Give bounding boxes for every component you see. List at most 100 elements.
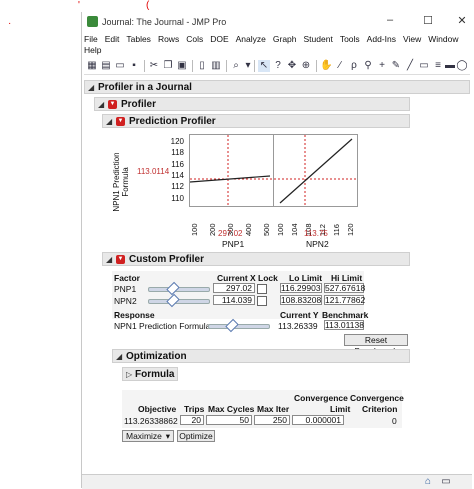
hi-limit-header: Hi Limit: [331, 273, 363, 283]
chevron-down-icon: ▾: [165, 431, 170, 441]
custom-profiler-header[interactable]: ◢ ▼ Custom Profiler: [102, 252, 410, 266]
grabber-tool-icon[interactable]: ✋: [320, 60, 333, 71]
help-tool-icon[interactable]: ?: [275, 60, 281, 71]
npn2-profile-svg: [274, 135, 357, 206]
convergence-limit-header-line2: Limit: [330, 404, 351, 414]
pnp1-current-x-field[interactable]: 297.02: [213, 283, 255, 293]
line-tool-icon[interactable]: ╱: [406, 60, 414, 71]
disclosure-icon[interactable]: ◢: [116, 352, 123, 361]
menu-tables[interactable]: Tables: [126, 34, 151, 44]
optimization-header[interactable]: ◢ Optimization: [112, 349, 410, 363]
journal-icon[interactable]: ▯: [199, 60, 205, 71]
menu-cols[interactable]: Cols: [186, 34, 204, 44]
new-script-icon[interactable]: ▤: [101, 60, 111, 71]
convergence-limit-field[interactable]: 0.000001: [292, 415, 344, 425]
profiler-outline-header[interactable]: ◢ ▼ Profiler: [94, 97, 410, 111]
menu-view[interactable]: View: [402, 34, 422, 44]
text-tool-icon[interactable]: ≡: [435, 60, 441, 71]
prediction-profiler-header[interactable]: ◢ ▼ Prediction Profiler: [102, 114, 410, 128]
selection-tool-icon[interactable]: ✥: [287, 60, 297, 71]
polygon-tool-icon[interactable]: ▭: [419, 60, 429, 71]
pnp1-hi-limit-field[interactable]: 527.67618: [324, 283, 366, 293]
pnp1-lo-limit-field[interactable]: 116.29903: [280, 283, 322, 293]
response-benchmark-field[interactable]: 113.01138: [324, 320, 364, 330]
rectangle-tool-icon[interactable]: ▬: [445, 60, 455, 71]
y-tick-label: 114: [171, 171, 184, 180]
toolbar: ▦ ▤ ▭ ▪ ✂ ❐ ▣ ▯ ▥ ⌕ ▾ ↖ ? ✥ ⊕ ✋ ∕ ρ ⚲ + …: [84, 58, 470, 75]
open-icon[interactable]: ▭: [115, 60, 125, 71]
maximize-button[interactable]: ☐: [423, 15, 433, 27]
minimize-button[interactable]: –: [386, 14, 394, 26]
cut-icon[interactable]: ✂: [149, 60, 159, 71]
magnifier-tool-icon[interactable]: ⚲: [364, 60, 372, 71]
red-triangle-menu-icon[interactable]: ▼: [108, 100, 117, 109]
paste-icon[interactable]: ▣: [177, 60, 187, 71]
window-list-icon[interactable]: ▭: [441, 476, 451, 487]
formula-header[interactable]: ▷ Formula: [122, 367, 178, 381]
crosshair-tool-icon[interactable]: ⊕: [301, 60, 311, 71]
disclosure-icon[interactable]: ◢: [106, 255, 113, 264]
save-icon[interactable]: ▪: [132, 60, 136, 71]
search-icon[interactable]: ⌕: [233, 60, 239, 71]
current-x-header: Current X: [217, 273, 256, 283]
trips-field[interactable]: 20: [180, 415, 204, 425]
pnp1-profile-plot[interactable]: [189, 134, 274, 207]
menu-analyze[interactable]: Analyze: [235, 34, 266, 44]
lasso-tool-icon[interactable]: ρ: [351, 60, 357, 71]
response-slider-thumb[interactable]: [225, 318, 239, 333]
max-cycles-field[interactable]: 50: [206, 415, 252, 425]
menu-graph[interactable]: Graph: [272, 34, 297, 44]
y-axis-label-line1: NPN1 Prediction: [112, 152, 121, 212]
arrow-tool-icon[interactable]: ↖: [258, 60, 270, 72]
menu-add-ins[interactable]: Add-Ins: [366, 34, 396, 44]
y-tick-label: 112: [171, 182, 184, 191]
crosshair-icon[interactable]: +: [379, 60, 385, 71]
npn2-lo-limit-field[interactable]: 108.83208: [280, 295, 322, 305]
max-iter-header: Max Iter: [257, 404, 290, 414]
npn2-hi-limit-field[interactable]: 121.77862: [324, 295, 366, 305]
dropdown-icon[interactable]: ▾: [245, 60, 251, 71]
menu-tools[interactable]: Tools: [339, 34, 360, 44]
home-icon[interactable]: ⌂: [424, 476, 432, 487]
oval-tool-icon[interactable]: ◯: [456, 60, 468, 71]
custom-profiler-title: Custom Profiler: [129, 254, 205, 265]
npn2-lock-checkbox[interactable]: [257, 296, 267, 306]
response-slider[interactable]: [208, 324, 270, 329]
max-iter-field[interactable]: 250: [254, 415, 290, 425]
brush-tool-icon[interactable]: ∕: [339, 60, 341, 71]
disclosure-icon[interactable]: ◢: [98, 100, 105, 109]
menu-window[interactable]: Window: [428, 34, 459, 44]
optimization-title: Optimization: [126, 351, 187, 362]
menu-file[interactable]: File: [84, 34, 98, 44]
menu-student[interactable]: Student: [303, 34, 333, 44]
convergence-limit-header-line1: Convergence: [294, 393, 348, 403]
toolbar-separator: [192, 60, 193, 72]
disclosure-icon[interactable]: ◢: [88, 83, 95, 92]
benchmark-header: Benchmark: [322, 310, 369, 320]
menu-bar: File Edit Tables Rows Cols DOE Analyze Graph Stu…: [84, 34, 469, 56]
menu-help[interactable]: Help: [84, 45, 102, 55]
pnp1-lock-checkbox[interactable]: [257, 284, 267, 294]
menu-edit[interactable]: Edit: [104, 34, 120, 44]
optimize-button[interactable]: Optimize: [177, 430, 215, 442]
close-button[interactable]: ✕: [457, 15, 467, 27]
menu-rows[interactable]: Rows: [157, 34, 180, 44]
red-triangle-menu-icon[interactable]: ▼: [116, 117, 125, 126]
root-outline-header[interactable]: ◢ Profiler in a Journal: [84, 80, 470, 94]
pnp1-x-tick: 100: [190, 223, 199, 236]
layout-icon[interactable]: ▥: [211, 60, 221, 71]
copy-icon[interactable]: ❐: [163, 60, 173, 71]
y-tick-label: 116: [171, 160, 184, 169]
reset-benchmark-button[interactable]: Reset Benchmark: [344, 334, 408, 356]
maximize-select[interactable]: Maximize ▾: [122, 430, 174, 442]
npn2-profile-plot[interactable]: [273, 134, 358, 207]
pencil-tool-icon[interactable]: ✎: [391, 60, 401, 71]
npn2-current-x-field[interactable]: 114.039: [213, 295, 255, 305]
disclosure-collapsed-icon[interactable]: ▷: [126, 370, 133, 379]
convergence-criterion-value: 0: [392, 416, 397, 426]
disclosure-icon[interactable]: ◢: [106, 117, 113, 126]
menu-doe[interactable]: DOE: [210, 34, 229, 44]
pnp1-profile-svg: [189, 135, 273, 206]
new-data-table-icon[interactable]: ▦: [87, 60, 97, 71]
red-triangle-menu-icon[interactable]: ▼: [116, 255, 125, 264]
